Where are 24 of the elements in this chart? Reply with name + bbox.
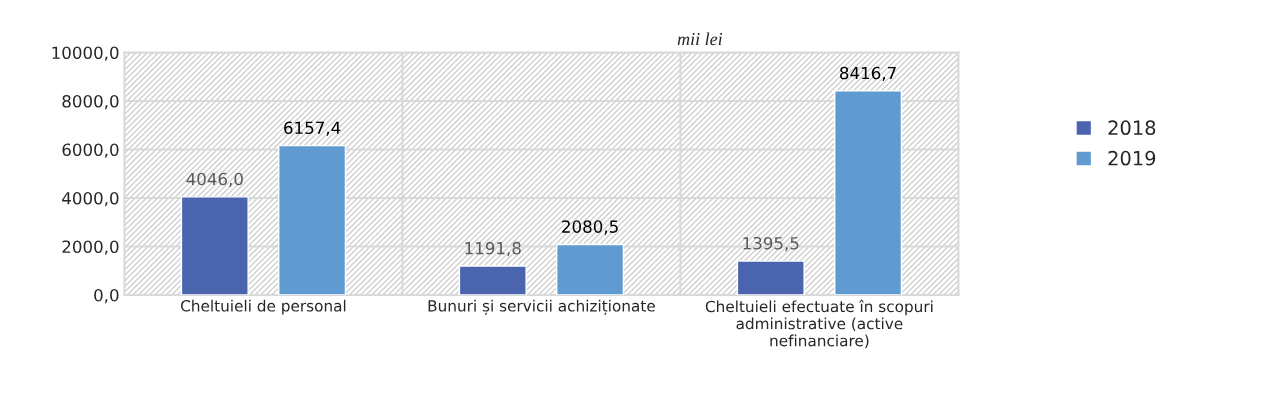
x-tick-label: Cheltuieli efectuate în scopuri administrative (active nefinanciare) xyxy=(705,299,933,349)
bar xyxy=(458,265,527,295)
text: mii lei xyxy=(677,32,723,46)
bar xyxy=(736,260,805,295)
data-label: 4046,0 xyxy=(186,172,243,187)
y-tick-label: 8000,0 xyxy=(62,94,119,110)
legend-label: 2019 xyxy=(1108,150,1156,166)
bar xyxy=(278,144,347,295)
data-label: 1395,5 xyxy=(743,236,799,252)
y-tick-label: 2000,0 xyxy=(62,240,119,255)
x-tick-label: Bunuri și servicii achiziționate xyxy=(428,299,655,316)
bar xyxy=(834,90,903,295)
bar xyxy=(556,243,625,295)
y-tick-label: 4000,0 xyxy=(62,191,119,207)
y-tick-label: 0,0 xyxy=(94,288,119,304)
x-tick-label: Cheltuieli de personal xyxy=(181,299,346,315)
data-label: 1191,8 xyxy=(465,241,521,257)
y-tick-label: 6000,0 xyxy=(62,143,119,158)
y-tick-label: 10000,0 xyxy=(52,46,119,61)
data-label: 6157,4 xyxy=(284,121,341,136)
data-label: 2080,5 xyxy=(562,220,618,235)
data-label: 8416,7 xyxy=(840,66,896,82)
legend-label: 2018 xyxy=(1108,120,1156,136)
bar xyxy=(180,196,249,295)
